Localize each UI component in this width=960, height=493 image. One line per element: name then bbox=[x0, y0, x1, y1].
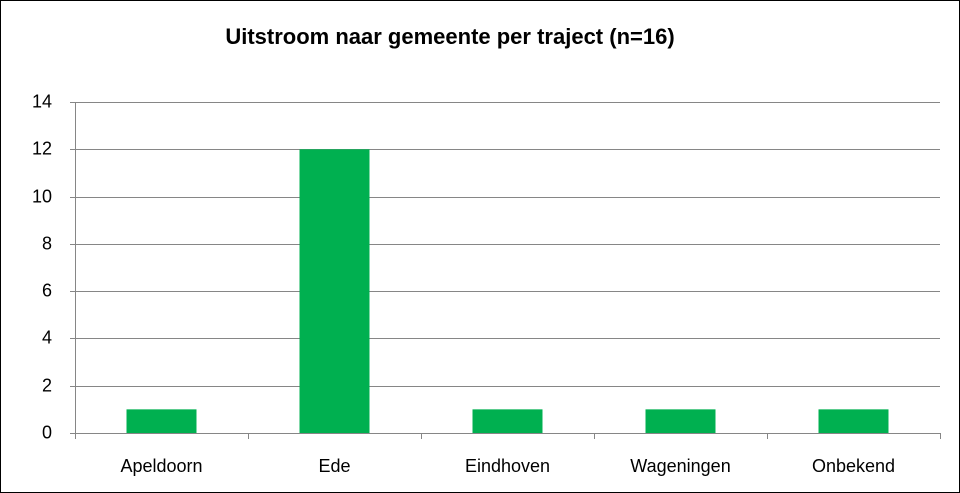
x-tick-label: Wageningen bbox=[630, 456, 730, 476]
x-tick-label: Onbekend bbox=[812, 456, 895, 476]
y-tick-label: 10 bbox=[32, 186, 52, 206]
y-tick-label: 0 bbox=[42, 422, 52, 442]
y-tick-label: 12 bbox=[32, 138, 52, 158]
bar bbox=[126, 409, 197, 433]
y-tick-label: 4 bbox=[42, 327, 52, 347]
x-tick-label: Ede bbox=[318, 456, 350, 476]
bar bbox=[645, 409, 716, 433]
y-tick-label: 6 bbox=[42, 280, 52, 300]
y-tick-label: 8 bbox=[42, 233, 52, 253]
bar bbox=[818, 409, 889, 433]
chart-title: Uitstroom naar gemeente per traject (n=1… bbox=[225, 24, 674, 49]
y-tick-label: 14 bbox=[32, 91, 52, 111]
bar bbox=[299, 149, 370, 434]
x-tick-label: Apeldoorn bbox=[120, 456, 202, 476]
bar bbox=[472, 409, 543, 433]
y-tick-label: 2 bbox=[42, 375, 52, 395]
x-tick-label: Eindhoven bbox=[465, 456, 550, 476]
